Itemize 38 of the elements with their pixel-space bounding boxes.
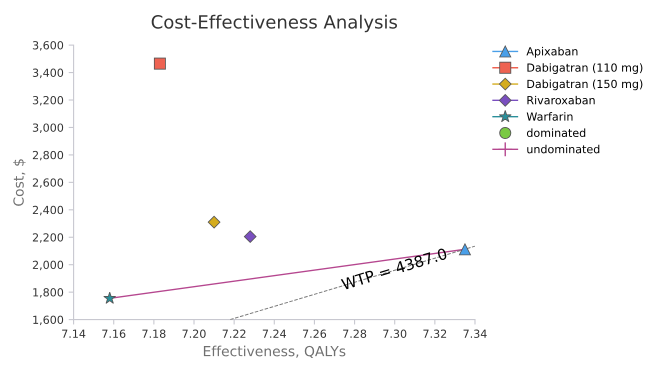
x-tick-label: 7.16 [102, 330, 126, 338]
y-tick-label: 2,200 [32, 233, 64, 243]
y-tick-label: 1,600 [33, 316, 64, 326]
x-tick-label: 7.22 [222, 330, 246, 338]
point [458, 243, 471, 256]
legend-label: Apixaban [526, 46, 578, 58]
y-axis-title: Cost, $ [13, 159, 26, 206]
x-tick-label: 7.24 [262, 330, 286, 338]
x-tick-label: 7.18 [142, 330, 166, 338]
point [244, 230, 257, 243]
x-tick-label: 7.34 [464, 330, 487, 338]
y-tick-label: 3,000 [32, 123, 64, 133]
point [103, 292, 116, 304]
annotation: WTP = 4387.0 [340, 248, 448, 290]
legend-label: Dabigatran (150 mg) [527, 80, 642, 90]
x-tick-label: 7.20 [182, 330, 206, 338]
legend-label: dominated [526, 128, 586, 138]
x-tick-label: 7.28 [343, 330, 366, 338]
x-tick-label: 7.14 [62, 330, 86, 338]
y-tick-label: 1,800 [33, 288, 64, 298]
chart-title: Cost-Effectiveness Analysis [152, 14, 398, 32]
y-tick-label: 3,200 [32, 96, 64, 106]
point [154, 58, 166, 70]
x-tick-label: 7.26 [302, 330, 326, 338]
x-tick-label: 7.32 [423, 330, 446, 338]
y-tick-label: 3,600 [32, 41, 64, 51]
y-tick-label: 2,800 [32, 150, 64, 160]
legend-label: Warfarin [526, 112, 572, 121]
legend-label: Dabigatran (110 mg) [527, 63, 642, 74]
legend-label: undominated [527, 144, 600, 154]
legend-label: Rivaroxaban [527, 96, 595, 104]
point [208, 216, 220, 228]
x-axis-title: Effectiveness, QALYs [204, 346, 346, 358]
x-tick-label: 7.30 [383, 330, 406, 338]
y-tick-label: 2,400 [32, 206, 64, 216]
y-tick-label: 2,600 [32, 178, 64, 188]
y-tick-label: 3,400 [32, 68, 64, 78]
y-tick-label: 2,000 [32, 260, 64, 270]
